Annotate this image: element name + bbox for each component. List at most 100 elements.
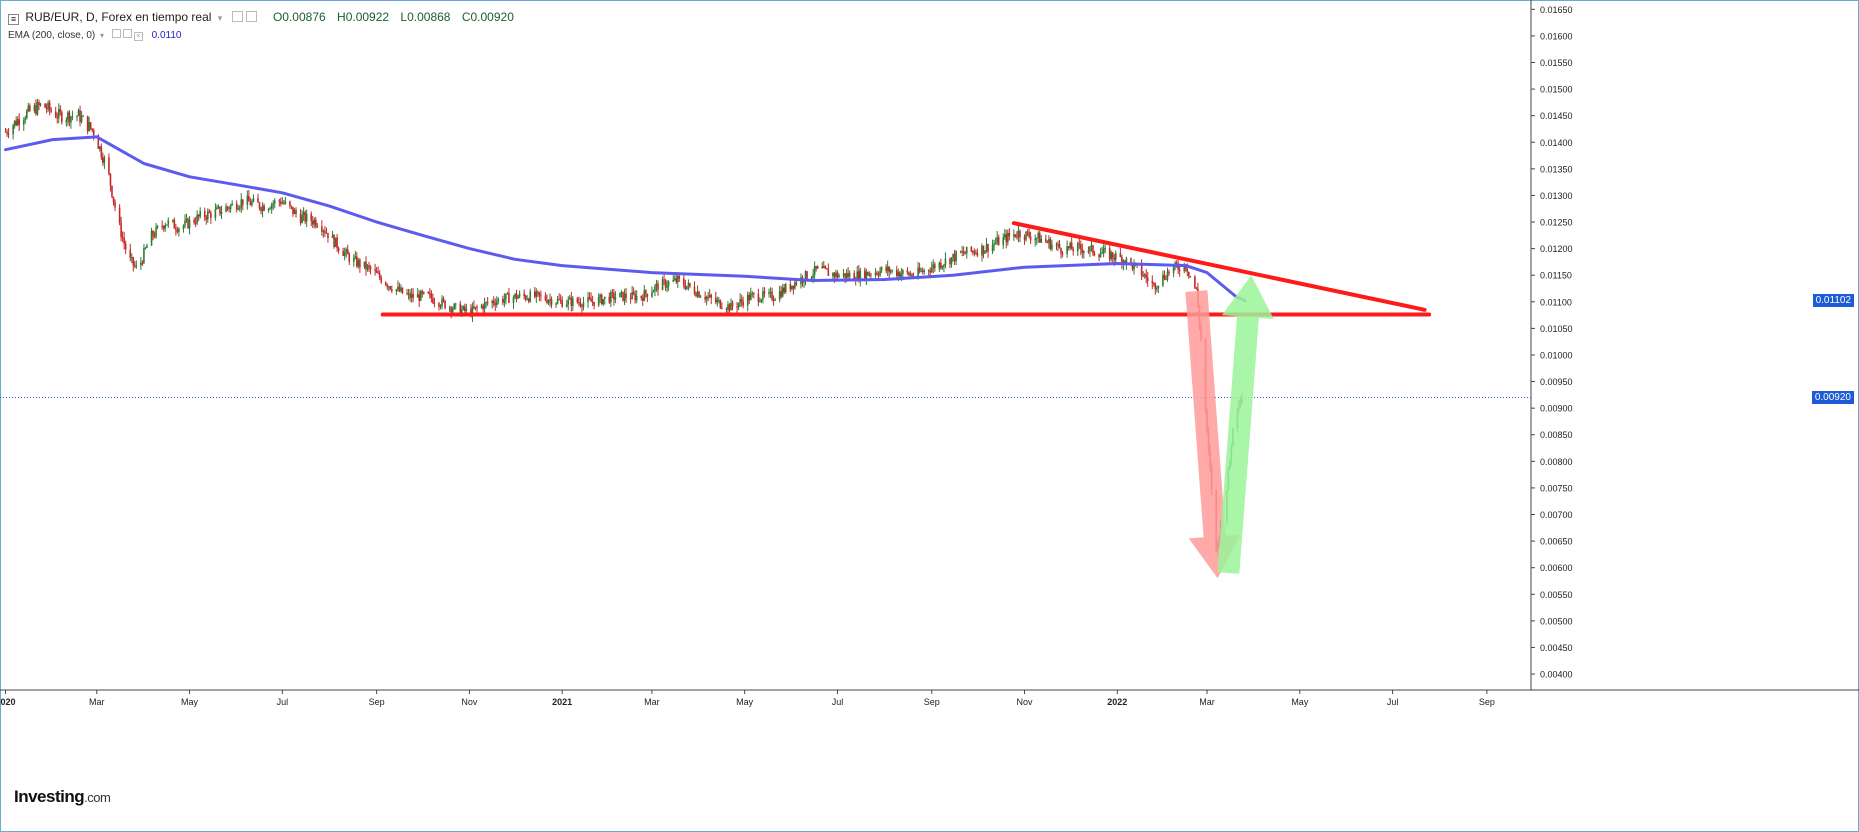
candle-body — [167, 220, 170, 225]
candle-body — [305, 213, 308, 222]
candle-body — [1076, 243, 1079, 252]
candle-body — [246, 195, 249, 205]
candle-body — [625, 293, 627, 299]
candle-body — [441, 298, 443, 307]
settings-icon[interactable] — [111, 29, 121, 38]
candle-body — [109, 173, 112, 186]
candle-body — [406, 293, 408, 295]
settings-icon[interactable] — [231, 11, 243, 22]
candle-body — [578, 302, 580, 304]
candle-body — [526, 299, 528, 301]
candle-body — [118, 207, 121, 223]
candle-body — [102, 157, 104, 163]
candle-body — [822, 266, 825, 269]
candle-body — [24, 118, 27, 121]
candle-body — [1092, 245, 1094, 254]
candle-body — [354, 256, 357, 258]
y-tick-label: 0.00450 — [1540, 643, 1573, 653]
candle-body — [572, 298, 574, 306]
candle-body — [792, 285, 795, 289]
candle-body — [981, 245, 983, 256]
indicator-label[interactable]: EMA (200, close, 0) — [8, 30, 96, 41]
candle-body — [112, 196, 115, 202]
symbol-label[interactable]: RUB/EUR, D, Forex en tiempo real — [25, 10, 212, 24]
candle-body — [579, 302, 582, 306]
candle-body — [100, 146, 103, 158]
candle-body — [1049, 239, 1052, 250]
candle-body — [781, 287, 784, 297]
candle-body — [836, 272, 839, 278]
candles — [4, 99, 1243, 556]
open-value: O0.00876 — [272, 10, 326, 24]
x-tick-label: Mar — [89, 697, 105, 707]
candle-body — [313, 219, 316, 225]
candle-body — [1186, 268, 1189, 272]
candle-body — [67, 112, 69, 120]
candle-body — [334, 237, 337, 247]
candle-body — [1099, 253, 1102, 258]
candle-body — [451, 309, 454, 313]
candle-body — [1195, 287, 1198, 289]
candle-body — [495, 301, 498, 306]
candle-body — [140, 262, 142, 266]
candle-body — [448, 307, 451, 309]
candle-body — [675, 278, 678, 283]
candle-body — [768, 291, 770, 294]
candle-body — [59, 109, 62, 113]
chevron-down-icon[interactable]: ▾ — [100, 31, 105, 40]
candle-body — [1048, 239, 1050, 243]
candle-body — [1016, 236, 1018, 238]
candle-body — [491, 300, 494, 304]
candle-body — [238, 207, 241, 209]
y-tick-label: 0.00950 — [1540, 377, 1573, 387]
candle-body — [57, 109, 60, 118]
candle-body — [44, 103, 46, 108]
candle-body — [544, 295, 547, 300]
visibility-icon[interactable] — [122, 29, 132, 38]
candle-body — [240, 199, 243, 208]
candle-body — [746, 294, 749, 306]
resistance-line — [1011, 221, 1427, 312]
candle-body — [895, 270, 898, 276]
high-value: H0.00922 — [337, 10, 390, 24]
candle-body — [880, 267, 883, 271]
collapse-icon[interactable]: ≡ — [8, 14, 19, 25]
candle-body — [1045, 238, 1047, 242]
chevron-down-icon[interactable]: ▾ — [217, 13, 223, 23]
candle-body — [220, 211, 223, 214]
candle-body — [1026, 231, 1029, 233]
candle-body — [795, 282, 798, 285]
candle-body — [1166, 271, 1169, 280]
candle-body — [210, 212, 212, 218]
candle-body — [1017, 230, 1020, 238]
close-icon[interactable]: × — [133, 32, 143, 41]
y-tick-label: 0.01150 — [1540, 271, 1572, 281]
y-tick-label: 0.00550 — [1540, 590, 1573, 600]
candle-body — [655, 283, 658, 286]
y-tick-label: 0.01450 — [1540, 111, 1573, 121]
ema-layer — [0, 135, 1531, 399]
candle-body — [1114, 253, 1117, 260]
candle-body — [568, 297, 571, 300]
chart-header: ≡ RUB/EUR, D, Forex en tiempo real ▾ O0.… — [8, 10, 514, 25]
candle-body — [289, 201, 291, 206]
candle-body — [412, 293, 414, 298]
candle-body — [760, 299, 763, 302]
candle-body — [483, 302, 486, 310]
candle-body — [512, 297, 515, 303]
candle-body — [1151, 281, 1154, 284]
candle-body — [824, 266, 827, 269]
x-tick-label: May — [736, 697, 754, 707]
candle-body — [961, 251, 963, 253]
candle-body — [16, 119, 19, 126]
visibility-icon[interactable] — [245, 11, 257, 22]
candle-body — [314, 219, 317, 227]
candle-body — [68, 112, 71, 123]
candle-body — [918, 267, 921, 272]
candle-body — [368, 265, 370, 267]
candle-body — [719, 300, 722, 308]
candle-body — [558, 299, 560, 301]
candle-body — [453, 304, 455, 310]
candle-body — [1130, 258, 1132, 263]
